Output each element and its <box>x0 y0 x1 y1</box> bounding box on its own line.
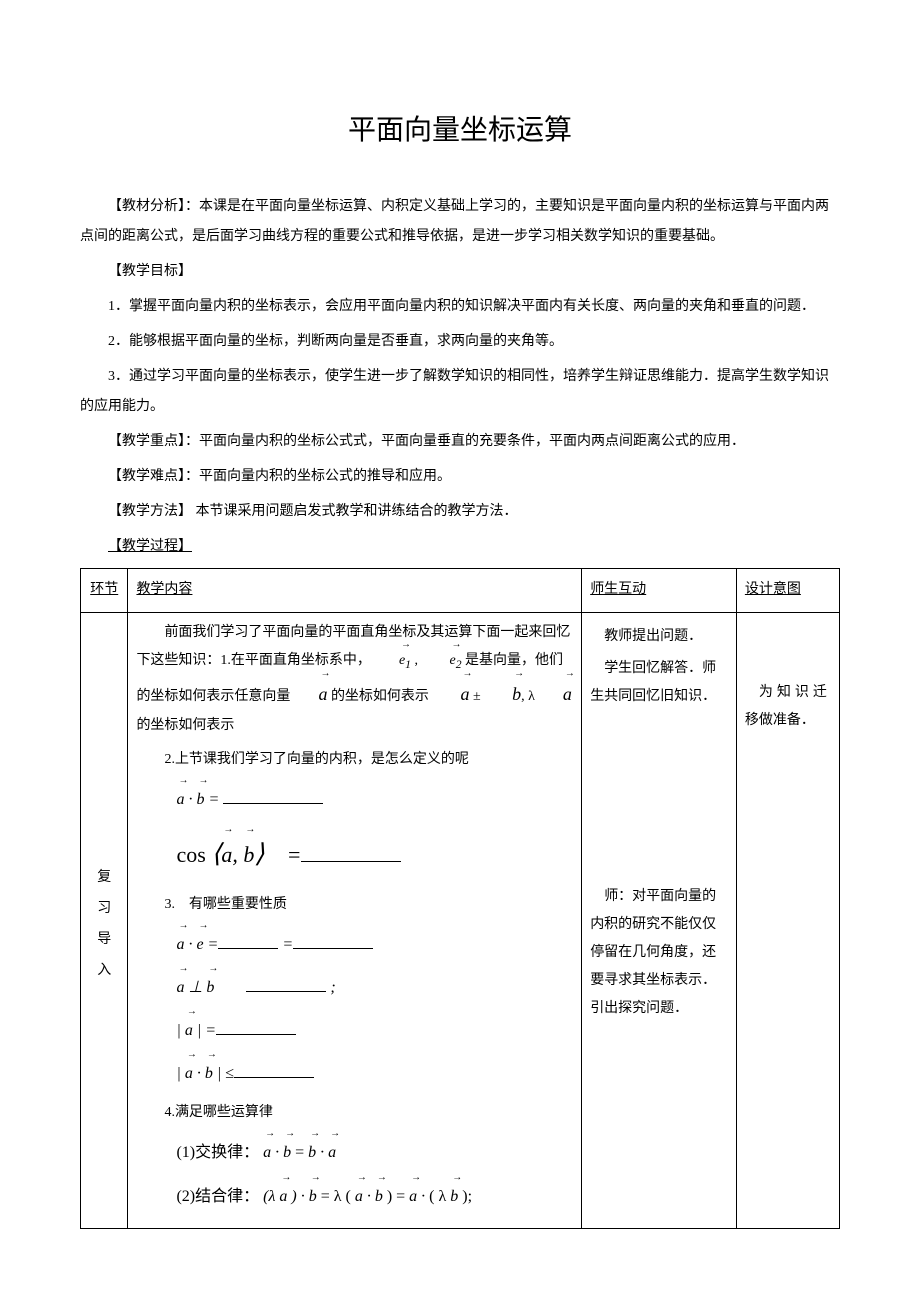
intent-cell: 为知识迁移做准备． <box>736 613 839 1229</box>
math-perp: a ⊥ b ; <box>176 970 573 1005</box>
interaction-cell: 教师提出问题． 学生回忆解答．师生共同回忆旧知识． 师：对平面向量的内积的研究不… <box>582 613 737 1229</box>
interaction-1: 教师提出问题． <box>590 623 728 651</box>
keypoint-label: 【教学重点】： <box>108 434 199 449</box>
difficulty-label: 【教学难点】： <box>108 469 199 484</box>
method-text: 本节课采用问题启发式教学和讲练结合的教学方法． <box>192 504 518 519</box>
intent-text: 为知识迁移做准备． <box>745 679 831 735</box>
header-interaction: 师生互动 <box>582 569 737 613</box>
goal-1: 1．掌握平面向量内积的坐标表示，会应用平面向量内积的知识解决平面内有关长度、两向… <box>80 292 840 323</box>
keypoint-para: 【教学重点】：平面向量内积的坐标公式式，平面向量垂直的充要条件，平面内两点间距离… <box>80 427 840 458</box>
analysis-para: 【教材分析】：本课是在平面向量坐标运算、内积定义基础上学习的，主要知识是平面向量… <box>80 192 840 254</box>
table-row: 复习导入 前面我们学习了平面向量的平面直角坐标及其运算下面一起来回忆下这些知识：… <box>81 613 840 1229</box>
analysis-label: 【教材分析】： <box>108 199 199 214</box>
goal-label-para: 【教学目标】 <box>80 257 840 288</box>
math-ae: a · e = = <box>176 927 573 962</box>
math-ab-def: a · b = <box>176 782 573 817</box>
method-para: 【教学方法】 本节课采用问题启发式教学和讲练结合的教学方法． <box>80 497 840 528</box>
math-mod-a: | a | = <box>176 1013 573 1048</box>
content-item4: 4.满足哪些运算律 <box>136 1099 573 1127</box>
keypoint-text: 平面向量内积的坐标公式式，平面向量垂直的充要条件，平面内两点间距离公式的应用． <box>199 434 745 449</box>
interaction-2: 学生回忆解答．师生共同回忆旧知识． <box>590 655 728 711</box>
interaction-3: 师：对平面向量的内积的研究不能仅仅停留在几何角度，还要寻求其坐标表示．引出探究问… <box>590 883 728 1023</box>
goal-label: 【教学目标】 <box>108 264 192 279</box>
difficulty-text: 平面向量内积的坐标公式的推导和应用。 <box>199 469 451 484</box>
header-intent: 设计意图 <box>736 569 839 613</box>
content-intro: 前面我们学习了平面向量的平面直角坐标及其运算下面一起来回忆下这些知识：1.在平面… <box>136 619 573 740</box>
process-label: 【教学过程】 <box>80 532 840 563</box>
lesson-table: 环节 教学内容 师生互动 设计意图 复习导入 前面我们学习了平面向量的平面直角坐… <box>80 568 840 1228</box>
page-title: 平面向量坐标运算 <box>80 100 840 162</box>
header-content: 教学内容 <box>128 569 582 613</box>
math-law2: (2)结合律： (λ a ) · b = λ ( a · b ) = a · (… <box>176 1179 573 1214</box>
difficulty-para: 【教学难点】：平面向量内积的坐标公式的推导和应用。 <box>80 462 840 493</box>
goal-3: 3．通过学习平面向量的坐标表示，使学生进一步了解数学知识的相同性，培养学生辩证思… <box>80 362 840 424</box>
header-segment: 环节 <box>81 569 128 613</box>
segment-cell: 复习导入 <box>81 613 128 1229</box>
table-header-row: 环节 教学内容 师生互动 设计意图 <box>81 569 840 613</box>
math-mod-ab: | a · b | ≤ <box>176 1056 573 1091</box>
method-label: 【教学方法】 <box>108 504 192 519</box>
goal-2: 2．能够根据平面向量的坐标，判断两向量是否垂直，求两向量的夹角等。 <box>80 327 840 358</box>
math-law1: (1)交换律： a · b = b · a <box>176 1135 573 1170</box>
content-cell: 前面我们学习了平面向量的平面直角坐标及其运算下面一起来回忆下这些知识：1.在平面… <box>128 613 582 1229</box>
math-cos-angle: cos ⟨a, b⟩ = <box>176 825 573 882</box>
